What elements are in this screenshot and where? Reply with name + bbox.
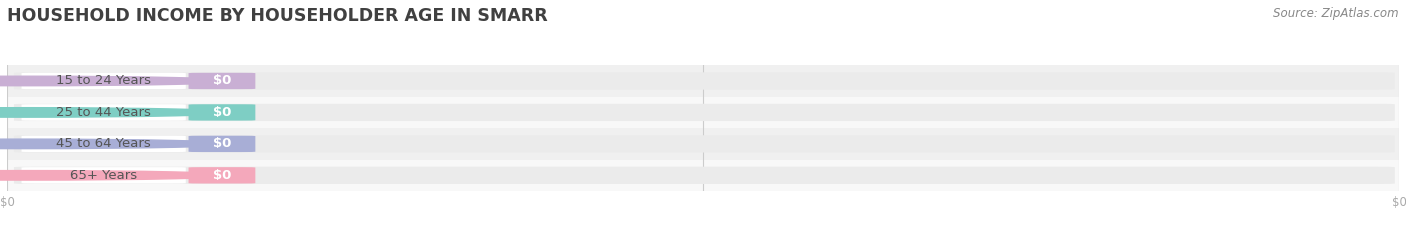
FancyBboxPatch shape [188,136,256,152]
Text: 25 to 44 Years: 25 to 44 Years [56,106,150,119]
FancyBboxPatch shape [21,167,186,184]
Text: 65+ Years: 65+ Years [70,169,138,182]
FancyBboxPatch shape [21,104,186,121]
Bar [7,160,1399,191]
Circle shape [0,76,238,86]
Text: Source: ZipAtlas.com: Source: ZipAtlas.com [1274,7,1399,20]
FancyBboxPatch shape [188,73,256,89]
Circle shape [0,139,238,149]
FancyBboxPatch shape [21,136,186,152]
Text: 45 to 64 Years: 45 to 64 Years [56,137,150,150]
Text: $0: $0 [212,137,231,150]
Bar [7,65,1399,97]
Text: $0: $0 [212,75,231,87]
FancyBboxPatch shape [188,167,256,184]
FancyBboxPatch shape [14,135,1395,153]
FancyBboxPatch shape [14,72,1395,90]
Circle shape [0,108,238,117]
Bar [7,97,1399,128]
FancyBboxPatch shape [14,167,1395,184]
Text: 15 to 24 Years: 15 to 24 Years [56,75,150,87]
Text: HOUSEHOLD INCOME BY HOUSEHOLDER AGE IN SMARR: HOUSEHOLD INCOME BY HOUSEHOLDER AGE IN S… [7,7,548,25]
Bar [7,128,1399,160]
Text: $0: $0 [212,106,231,119]
FancyBboxPatch shape [188,104,256,121]
Text: $0: $0 [212,169,231,182]
FancyBboxPatch shape [21,73,186,89]
Circle shape [0,171,238,180]
FancyBboxPatch shape [14,104,1395,121]
